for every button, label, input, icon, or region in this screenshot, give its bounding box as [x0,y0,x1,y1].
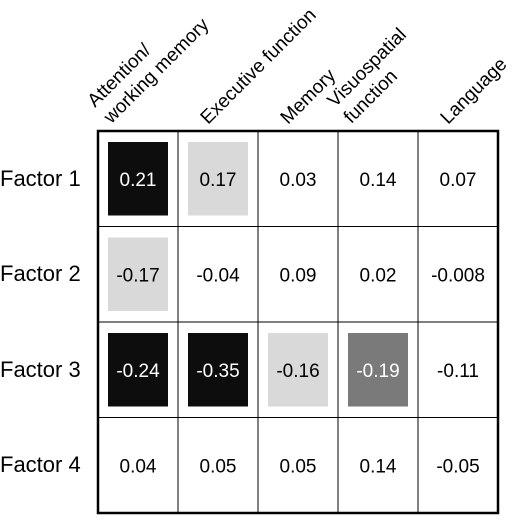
heatmap-cell [257,226,339,323]
cell-value: 0.14 [360,170,397,191]
cell-value: 0.03 [280,170,317,191]
cell-value: 0.07 [440,170,477,191]
cell-value: 0.05 [280,456,317,477]
row-label: Factor 4 [0,452,81,478]
cell-value: 0.04 [120,456,157,477]
cell-value: 0.14 [360,456,397,477]
row-label: Factor 2 [0,261,81,287]
highlight-box [348,333,408,407]
highlight-box [188,142,248,216]
heatmap-cell [417,226,499,323]
heatmap-cell [257,417,339,514]
cell-value: -0.05 [436,456,479,477]
highlight-box [188,333,248,407]
heatmap-cell [97,417,179,514]
cell-value: -0.16 [276,361,319,382]
highlight-box [108,237,168,311]
cell-value: 0.05 [200,456,237,477]
heatmap-cell [177,417,259,514]
heatmap-cell [417,321,499,418]
highlight-box [108,333,168,407]
highlight-box [268,333,328,407]
cell-value: -0.35 [196,361,239,382]
highlight-box [108,142,168,216]
cell-value: -0.11 [437,361,479,382]
cell-value: 0.02 [360,265,397,286]
cell-value: 0.21 [120,170,157,191]
heatmap-cell [337,226,419,323]
cell-value: -0.04 [196,265,240,286]
cell-value: -0.008 [431,265,485,286]
cell-value: 0.17 [200,170,237,191]
grid-border [96,129,500,515]
cell-value: 0.09 [280,265,317,286]
cell-value: -0.19 [356,361,399,382]
cell-value: -0.17 [116,265,159,286]
row-label: Factor 1 [0,165,81,191]
row-label: Factor 3 [0,356,81,382]
heatmap-cell [337,130,419,227]
cell-value: -0.24 [116,361,160,382]
